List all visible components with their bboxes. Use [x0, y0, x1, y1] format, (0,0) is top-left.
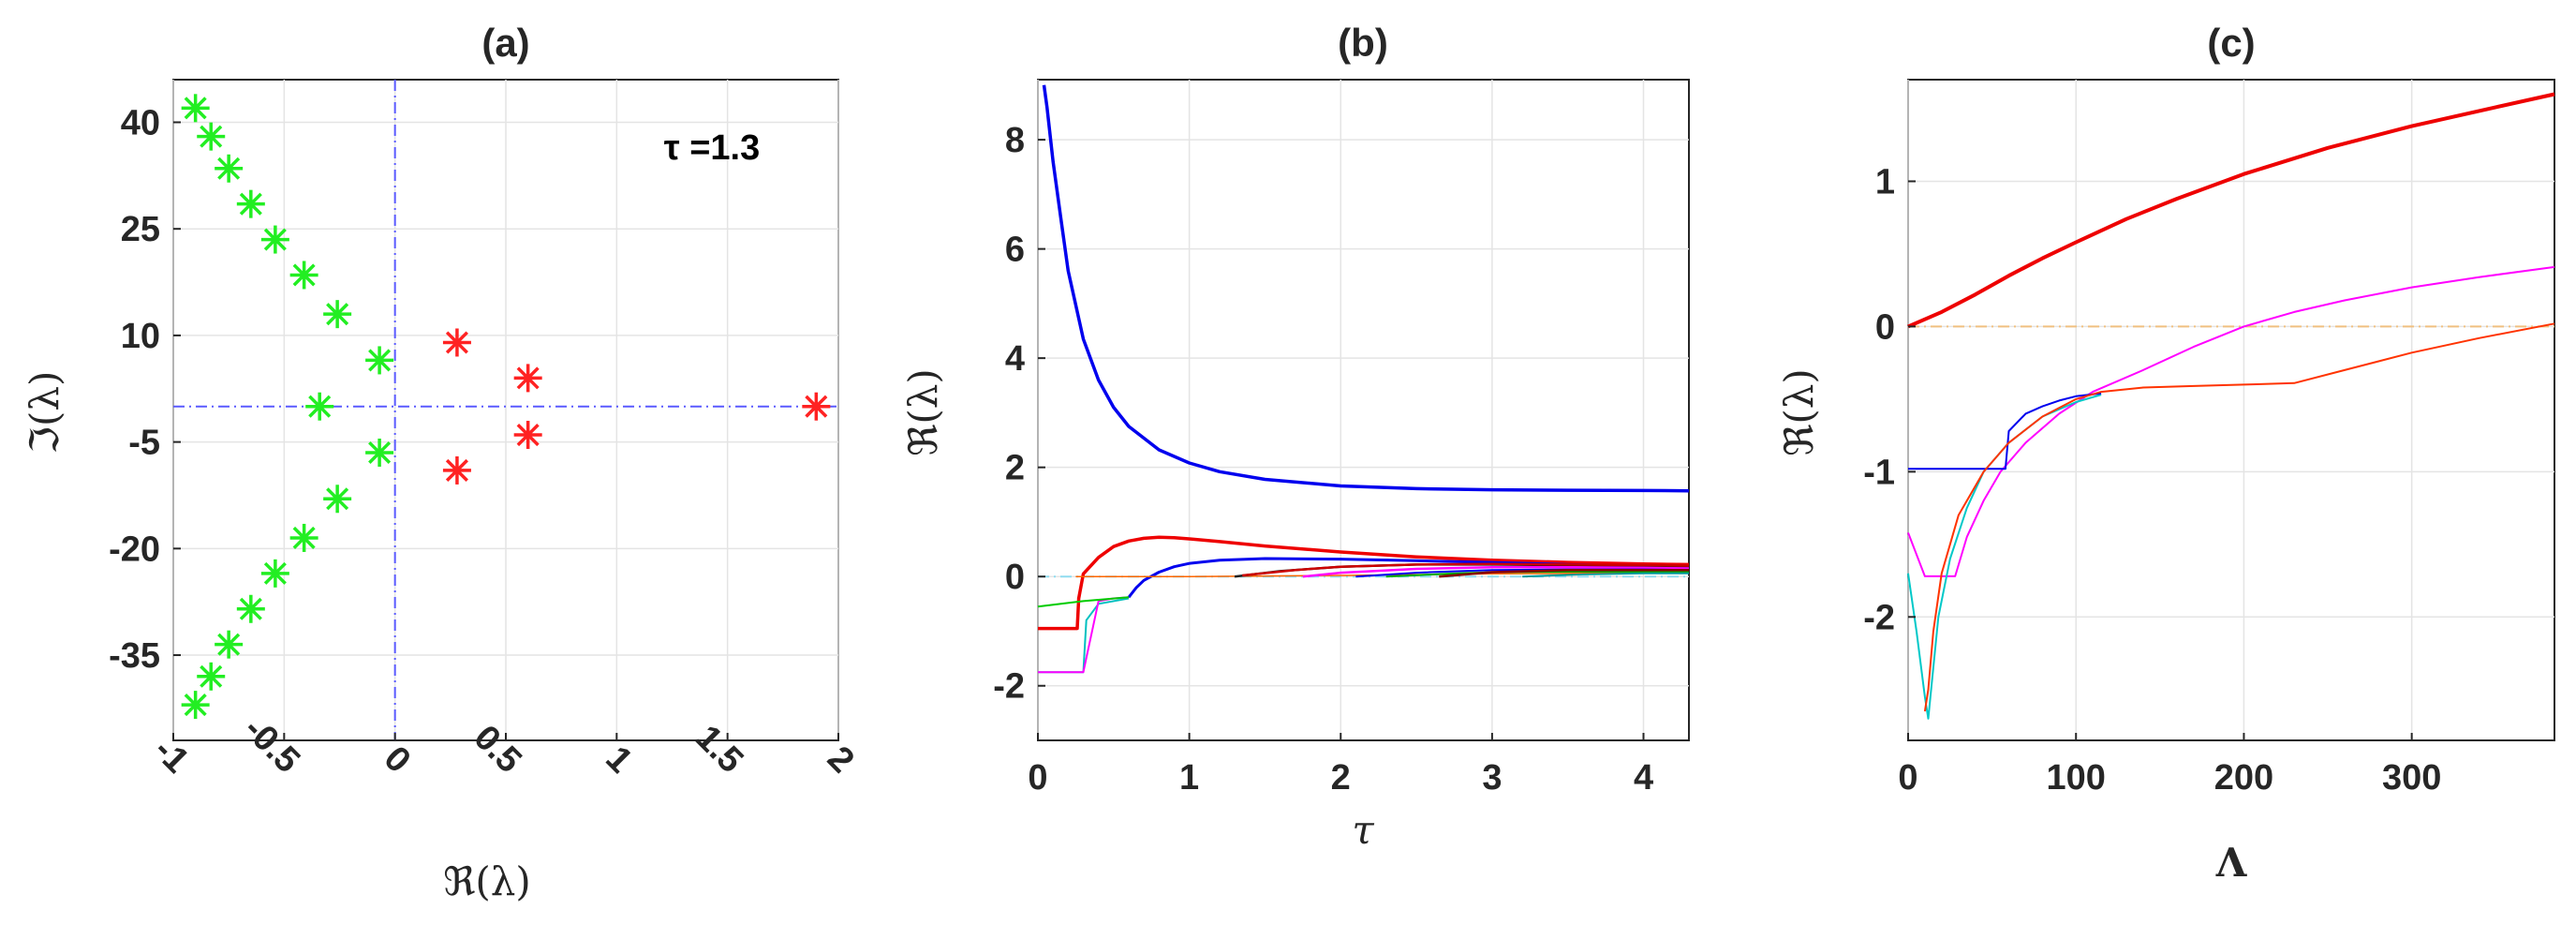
scatter-point	[215, 630, 244, 659]
scatter-point	[236, 594, 265, 623]
y-axis-label-b: ℜ(λ)	[900, 368, 946, 456]
y-tick-label: 40	[121, 103, 160, 142]
scatter-point	[181, 94, 210, 123]
y-axis-label-a: ℑ(λ)	[22, 371, 67, 455]
scatter-point	[215, 154, 244, 183]
series-line	[1522, 572, 1689, 578]
series-line	[1439, 568, 1689, 578]
y-tick-label: 0	[1005, 558, 1025, 597]
scatter-point	[365, 346, 394, 375]
chart-title-c: (c)	[2207, 21, 2255, 65]
x-tick-label: 0	[1028, 758, 1047, 798]
y-tick-label: 0	[1875, 307, 1895, 347]
series-line	[1907, 92, 2555, 329]
plot-area-c	[1907, 79, 2555, 741]
y-tick-label: 8	[1005, 121, 1025, 160]
x-axis-label-c: Λ	[2215, 840, 2248, 886]
y-tick-label: 2	[1005, 449, 1025, 488]
x-axis-label-b: τ	[1352, 807, 1374, 853]
scatter-point	[513, 421, 542, 450]
scatter-point	[513, 364, 542, 393]
panel-b: 0 1 2 3 4 8 6 4 2 0 -2 (b) τ ℜ(λ)	[900, 21, 1690, 853]
scatter-point	[289, 261, 318, 290]
series-line	[1242, 562, 1690, 577]
scatter-point	[305, 392, 334, 421]
scatter-point	[323, 300, 352, 329]
y-tick-label: 25	[121, 210, 160, 249]
scatter-point	[802, 392, 831, 421]
y-tick-label: -20	[109, 530, 160, 569]
x-tick-label: 1	[598, 739, 640, 781]
x-tick-label: 2	[820, 739, 862, 781]
x-tick-label: 1	[1179, 758, 1199, 798]
y-tick-label: 10	[121, 317, 160, 356]
y-tick-label: 6	[1005, 231, 1025, 270]
scatter-point	[260, 559, 289, 588]
series-line	[1038, 535, 1690, 631]
x-tick-label: 0	[377, 739, 419, 781]
scatter-point	[365, 438, 394, 467]
scatter-point	[442, 328, 471, 357]
scatter-point	[289, 523, 318, 552]
series-line	[1907, 265, 2555, 577]
series-line	[1302, 566, 1690, 578]
x-tick-label: 0	[1898, 758, 1917, 798]
chart-title-b: (b)	[1338, 21, 1388, 65]
x-tick-label: 4	[1634, 758, 1653, 798]
scatter-point	[197, 662, 226, 691]
x-tick-label: 200	[2214, 758, 2273, 798]
series-line	[1923, 322, 2555, 712]
y-tick-label: -1	[1863, 453, 1895, 492]
x-tick-label: 3	[1482, 758, 1502, 798]
y-axis-label-c: ℜ(λ)	[1776, 368, 1822, 456]
chart-title-a: (a)	[481, 21, 529, 65]
x-tick-label: 300	[2382, 758, 2441, 798]
series-line	[1042, 84, 1690, 493]
scatter-point	[323, 485, 352, 514]
y-tick-label: -2	[1863, 598, 1895, 637]
y-tick-label: -35	[109, 636, 160, 676]
plot-area-b	[1037, 79, 1690, 741]
x-tick-label: 100	[2047, 758, 2106, 798]
y-tick-label: -2	[993, 667, 1025, 707]
series-line	[1037, 596, 1130, 608]
tau-annotation: τ =1.3	[664, 128, 761, 168]
series-line	[1075, 572, 1690, 577]
scatter-point	[442, 455, 471, 485]
series-line	[1908, 392, 2102, 470]
scatter-point	[236, 189, 265, 218]
scatter-point	[260, 225, 289, 254]
x-tick-label: 2	[1331, 758, 1351, 798]
y-tick-label: 4	[1005, 339, 1025, 379]
panel-c: 0 100 200 300 1 0 -1 -2 (c) Λ ℜ(λ)	[1776, 21, 2555, 886]
y-tick-label: 1	[1875, 162, 1895, 201]
scatter-point	[197, 122, 226, 151]
scatter-point	[181, 691, 210, 720]
x-axis-label-a: ℜ(λ)	[443, 858, 531, 904]
y-tick-label: -5	[128, 424, 160, 463]
